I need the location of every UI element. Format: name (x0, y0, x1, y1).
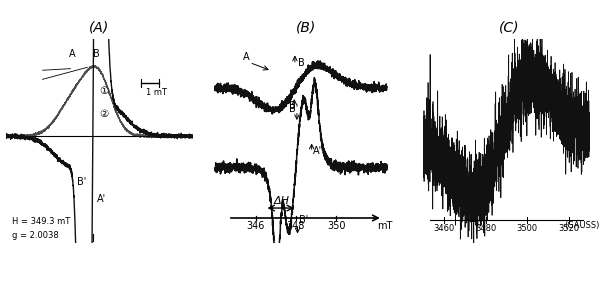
Text: 3500: 3500 (517, 224, 538, 233)
Text: 350: 350 (327, 221, 346, 231)
Text: 3480: 3480 (475, 224, 496, 233)
Text: B': B' (289, 103, 298, 113)
Text: A': A' (313, 146, 321, 156)
Text: A: A (69, 49, 76, 59)
Text: 3460: 3460 (433, 224, 455, 233)
Text: B': B' (299, 215, 308, 224)
Text: B: B (289, 101, 296, 111)
Text: (GAUSS): (GAUSS) (564, 221, 600, 230)
Text: ΔH: ΔH (274, 196, 289, 206)
Text: 346: 346 (246, 221, 265, 231)
Text: ①: ① (99, 86, 109, 96)
Text: H = 349.3 mT: H = 349.3 mT (12, 217, 70, 226)
Text: ②: ② (99, 109, 109, 119)
Text: (B): (B) (296, 20, 316, 34)
Text: g = 2.0038: g = 2.0038 (12, 232, 59, 241)
Text: B': B' (77, 177, 86, 186)
Text: (A): (A) (89, 20, 110, 34)
Text: 3520: 3520 (558, 224, 579, 233)
Text: B: B (92, 49, 100, 59)
Text: B: B (297, 58, 304, 68)
Text: (C): (C) (499, 20, 520, 34)
Text: 1 mT: 1 mT (146, 88, 167, 97)
Text: A': A' (97, 194, 106, 204)
Text: mT: mT (376, 221, 392, 231)
Text: 348: 348 (286, 221, 305, 231)
Text: A: A (244, 52, 250, 62)
